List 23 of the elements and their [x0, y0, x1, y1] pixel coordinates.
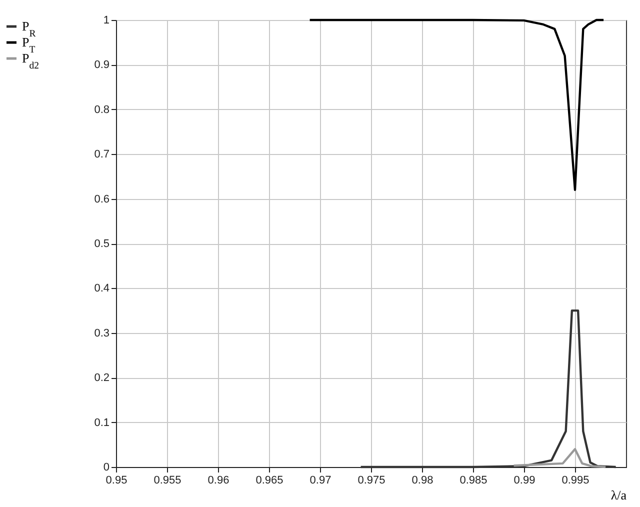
x-tick-label: 0.98	[412, 474, 434, 486]
x-tick-label: 0.985	[460, 474, 488, 486]
x-tick-label: 0.955	[154, 474, 182, 486]
y-tick-label: 0.8	[94, 104, 110, 116]
legend-label: P$_{R}$	[22, 18, 36, 39]
y-tick-label: 0.2	[94, 372, 110, 384]
x-tick-label: 0.95	[106, 474, 128, 486]
x-tick-label: 0.965	[256, 474, 284, 486]
y-tick-label: 0.1	[94, 416, 110, 429]
y-tick-label: 0.3	[94, 327, 110, 340]
x-tick-label: 0.97	[310, 474, 332, 486]
x-axis-title: λ/a	[610, 488, 627, 502]
y-tick-label: 0.6	[94, 193, 110, 206]
y-tick-label: 0.7	[94, 148, 110, 161]
x-tick-label: 0.995	[562, 474, 590, 486]
y-tick-label: 0.9	[94, 59, 110, 72]
x-tick-label: 0.975	[358, 474, 386, 486]
x-tick-label: 0.99	[514, 474, 536, 486]
x-tick-label: 0.96	[208, 474, 230, 486]
y-tick-label: 0.5	[94, 238, 110, 250]
y-tick-label: 0	[103, 462, 110, 474]
y-tick-label: 0.4	[94, 282, 110, 295]
y-tick-label: 1	[103, 14, 110, 26]
